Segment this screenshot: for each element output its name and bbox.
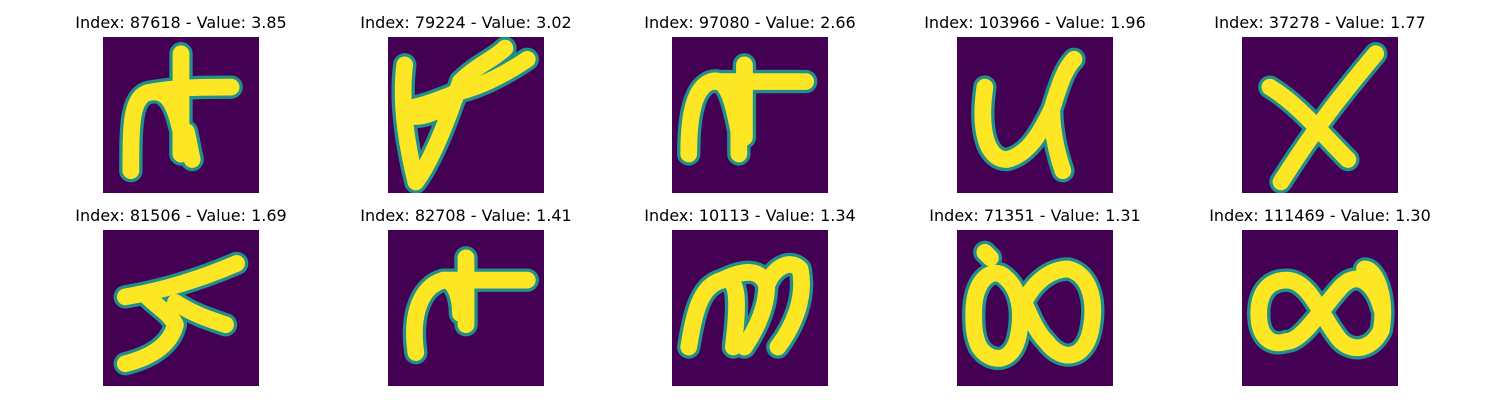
glyph-stroke — [965, 264, 1029, 367]
handwritten-glyph-image — [1242, 230, 1398, 386]
panel-title: Index: 111469 - Value: 1.30 — [1209, 206, 1431, 225]
glyph-stroke — [139, 78, 240, 102]
glyph-stroke — [446, 50, 536, 102]
panel-title: Index: 103966 - Value: 1.96 — [924, 13, 1146, 32]
panel-title: Index: 81506 - Value: 1.69 — [75, 206, 287, 225]
glyph-stroke — [167, 294, 234, 334]
glyph-stroke — [1278, 270, 1390, 350]
panel-title: Index: 82708 - Value: 1.41 — [360, 206, 572, 225]
handwritten-glyph-image — [1242, 37, 1398, 193]
panel-title: Index: 10113 - Value: 1.34 — [644, 206, 856, 225]
handwritten-glyph-image — [672, 37, 828, 193]
panel-title: Index: 87618 - Value: 3.85 — [75, 13, 287, 32]
glyph-stroke — [1015, 260, 1102, 364]
handwritten-glyph-image — [957, 230, 1113, 386]
handwritten-glyph-image — [388, 37, 544, 193]
panel-title: Index: 37278 - Value: 1.77 — [1214, 13, 1426, 32]
handwritten-glyph-image — [103, 230, 259, 386]
handwritten-glyph-image — [103, 37, 259, 193]
glyph-stroke — [1043, 101, 1072, 180]
glyph-stroke — [974, 50, 1083, 168]
handwritten-glyph-image — [672, 230, 828, 386]
handwritten-glyph-image — [388, 230, 544, 386]
panel-title: Index: 71351 - Value: 1.31 — [929, 206, 1141, 225]
glyph-stroke — [1272, 45, 1385, 191]
glyph-stroke — [1250, 305, 1295, 352]
panel-title: Index: 97080 - Value: 2.66 — [644, 13, 856, 32]
glyph-stroke — [758, 256, 810, 356]
glyph-stroke — [452, 39, 514, 90]
glyph-stroke — [116, 288, 184, 373]
glyph-stroke — [178, 123, 201, 168]
panel-title: Index: 79224 - Value: 3.02 — [360, 13, 572, 32]
handwritten-glyph-image — [957, 37, 1113, 193]
glyph-stroke — [116, 255, 246, 306]
glyph-stroke — [396, 89, 464, 125]
glyph-stroke — [1261, 78, 1357, 168]
glyph-stroke — [976, 243, 999, 267]
